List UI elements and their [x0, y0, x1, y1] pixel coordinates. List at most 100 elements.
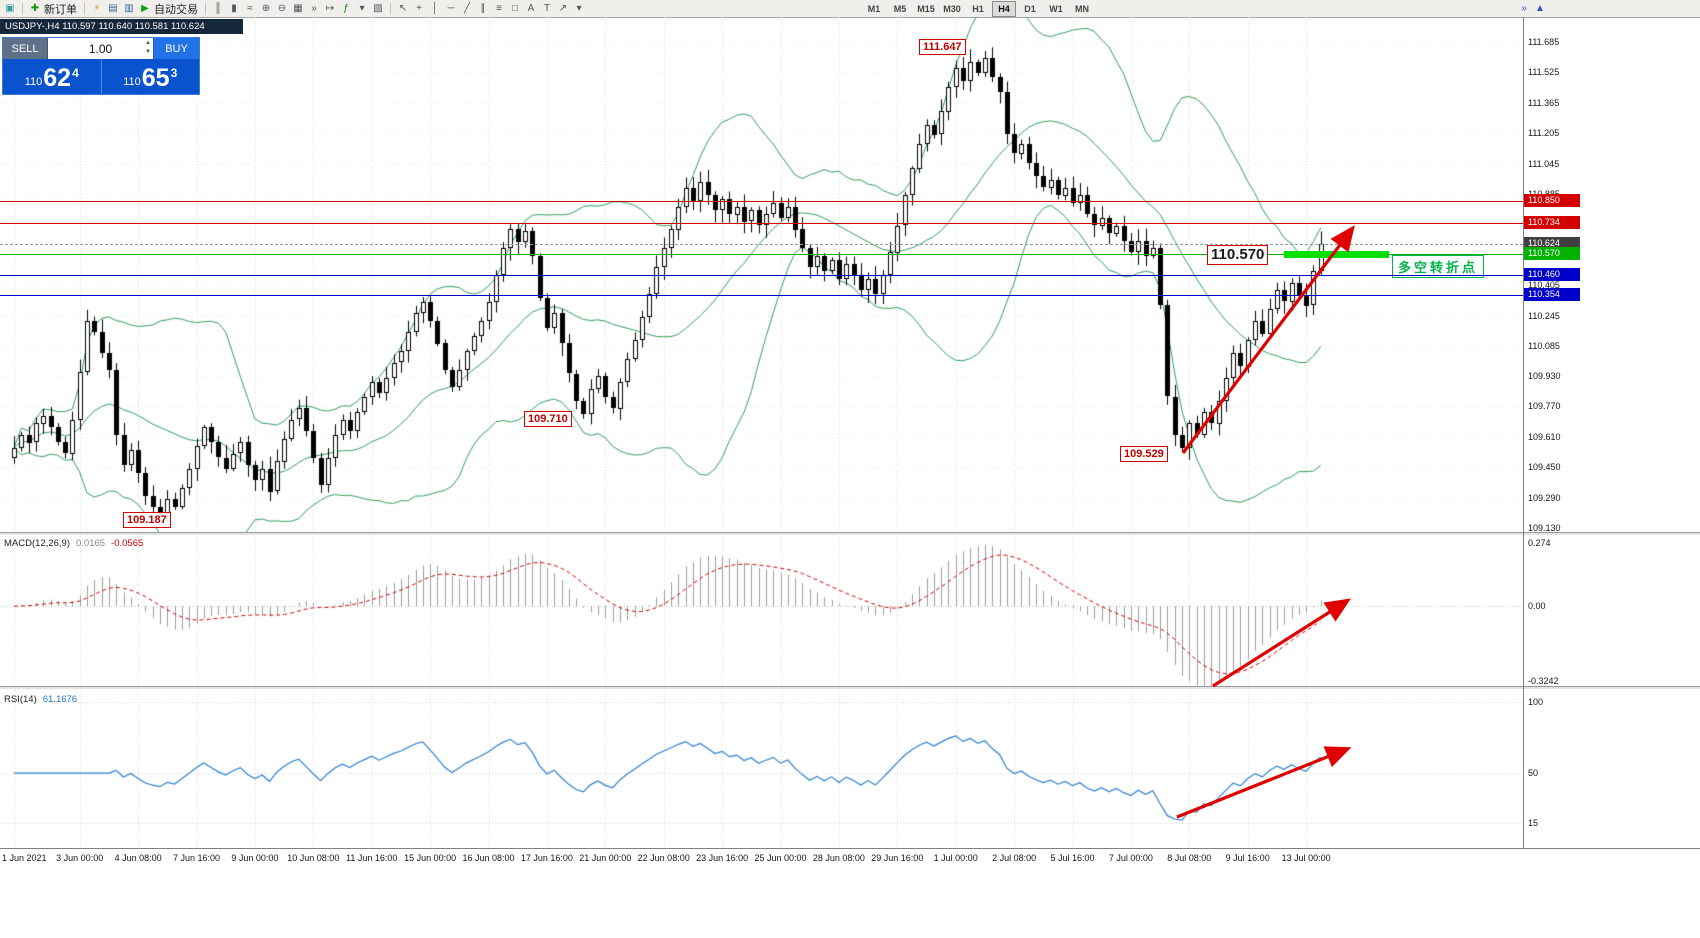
buy-price-big: 65 [141, 64, 170, 92]
crosshair-icon[interactable]: + [416, 3, 422, 14]
time-axis-label: 22 Jun 08:00 [637, 853, 690, 863]
tile-windows-icon[interactable]: ▦ [293, 3, 303, 14]
trendline-icon[interactable]: ╱ [463, 3, 471, 14]
scroll-up-icon[interactable]: ▲ [1535, 3, 1545, 14]
fibonacci-icon[interactable]: ≡ [496, 3, 502, 14]
sell-button[interactable]: SELL [3, 38, 48, 59]
toolbar-overflow-icon[interactable]: » [1521, 3, 1527, 14]
support-highlight-segment[interactable] [1284, 251, 1389, 258]
autotrade-label[interactable]: 自动交易 [154, 3, 198, 16]
chart-ohlc-bar: USDJPY-,H4 110.597 110.640 110.581 110.6… [0, 19, 243, 34]
bull-bear-turning-point-annotation[interactable]: 多空转折点 [1392, 255, 1485, 278]
spinner-up-icon[interactable]: ▲ [145, 40, 151, 46]
time-axis[interactable]: 1 Jun 2021 3 Jun 00:00 4 Jun 08:00 7 Jun 16… [0, 848, 1700, 938]
autotrade-icon[interactable]: ▶ [141, 3, 149, 14]
rsi-scale-tick: 15 [1528, 818, 1539, 828]
price-callout[interactable]: 110.570 [1207, 245, 1269, 265]
price-scale-tag: 110.570 [1524, 247, 1580, 260]
price-callout[interactable]: 109.187 [123, 512, 171, 528]
lightning-icon[interactable]: ⚡ [93, 3, 101, 14]
timeframe-h4-button[interactable]: H4 [992, 1, 1016, 17]
price-axis-separator [1523, 17, 1524, 848]
timeframe-mn-button[interactable]: MN [1075, 4, 1089, 14]
macd-value: 0.0165 [76, 538, 106, 549]
templates-icon[interactable]: ▧ [373, 3, 383, 14]
bar-chart-icon[interactable]: ║ [214, 3, 222, 14]
horizontal-level-line[interactable] [0, 275, 1523, 276]
timeframe-d1-button[interactable]: D1 [1024, 4, 1036, 14]
data-window-icon[interactable]: ▥ [124, 3, 134, 14]
time-axis-label: 7 Jun 16:00 [172, 853, 221, 863]
horizontal-level-line[interactable] [0, 254, 1523, 255]
price-callout[interactable]: 109.710 [524, 411, 572, 427]
price-scale-tick: 109.610 [1528, 431, 1561, 442]
time-axis-label: 4 Jun 08:00 [114, 853, 162, 863]
timeframe-w1-button[interactable]: W1 [1049, 4, 1063, 14]
line-chart-icon[interactable]: ≈ [247, 3, 253, 14]
shapes-icon[interactable]: □ [511, 3, 519, 14]
timeframe-m1-button[interactable]: M1 [867, 4, 881, 14]
panel-separator[interactable] [0, 686, 1700, 690]
timeframe-h1-button[interactable]: H1 [972, 4, 984, 14]
macd-scale-tick: 0.274 [1528, 538, 1551, 548]
zoom-in-icon[interactable]: ⊕ [261, 3, 271, 14]
price-scale-tick: 109.770 [1528, 401, 1561, 412]
time-axis-label: 16 Jun 08:00 [462, 853, 515, 863]
toolbar-separator [84, 2, 85, 15]
toolbar-separator [390, 2, 391, 15]
price-scale-tick: 111.365 [1528, 97, 1560, 108]
label-icon[interactable]: T [543, 3, 551, 14]
horizontal-level-line[interactable] [0, 295, 1523, 296]
timeframe-m15-button[interactable]: M15 [917, 4, 935, 14]
panel-separator[interactable] [0, 532, 1700, 536]
chart-shift-icon[interactable]: ↦ [325, 3, 335, 14]
horizontal-line-icon[interactable]: ─ [447, 3, 455, 14]
sell-price-pip: 4 [72, 66, 79, 80]
new-order-icon[interactable]: ✚ [30, 3, 40, 14]
toolbar-separator [205, 2, 206, 15]
buy-price[interactable]: 110 65 3 [102, 59, 200, 94]
terminal-window-icon[interactable]: ▣ [5, 3, 15, 14]
price-scale-tick: 109.450 [1528, 462, 1561, 473]
horizontal-level-line[interactable] [0, 201, 1523, 202]
new-order-label[interactable]: 新订单 [44, 3, 77, 16]
macd-scale-tick: -0.3242 [1528, 676, 1559, 686]
price-scale-tag: 110.354 [1524, 288, 1580, 301]
arrows-dropdown-icon[interactable]: ▾ [576, 3, 582, 14]
channel-icon[interactable]: ∥ [480, 3, 486, 14]
spinner-down-icon[interactable]: ▼ [145, 49, 151, 55]
time-axis-label: 9 Jul 16:00 [1225, 853, 1270, 863]
price-callout[interactable]: 111.647 [919, 39, 966, 55]
arrow-tools-icon[interactable]: ↗ [558, 3, 568, 14]
periods-dropdown-icon[interactable]: ▾ [359, 3, 365, 14]
sell-price[interactable]: 110 62 4 [3, 59, 102, 94]
price-scale-tick: 110.085 [1528, 341, 1560, 352]
rsi-indicator-label: RSI(14) 61.1676 [4, 694, 77, 705]
timeframe-m30-button[interactable]: M30 [943, 4, 961, 14]
price-scale-tick: 109.130 [1528, 523, 1561, 533]
rsi-scale-tick: 50 [1528, 768, 1539, 779]
cursor-icon[interactable]: ↖ [398, 3, 408, 14]
buy-button[interactable]: BUY [153, 38, 199, 59]
auto-scroll-icon[interactable]: » [311, 3, 317, 14]
time-axis-label: 3 Jun 00:00 [56, 853, 104, 863]
horizontal-level-line[interactable] [0, 223, 1523, 224]
indicators-icon[interactable]: ƒ [343, 3, 349, 14]
macd-indicator-label: MACD(12,26,9) 0.0165 -0.0565 [4, 538, 143, 549]
volume-spinner[interactable]: ▲ ▼ [145, 39, 151, 57]
candlestick-icon[interactable]: ▮ [231, 3, 237, 14]
price-callout[interactable]: 109.529 [1120, 446, 1168, 462]
price-scale-tick: 110.245 [1528, 310, 1560, 321]
vertical-line-icon[interactable]: │ [431, 3, 439, 14]
text-icon[interactable]: A [527, 3, 535, 14]
price-scale-tag: 110.460 [1524, 268, 1580, 281]
volume-field[interactable]: 1.00 ▲ ▼ [48, 38, 153, 59]
zoom-out-icon[interactable]: ⊖ [277, 3, 287, 14]
market-watch-icon[interactable]: ▤ [108, 3, 118, 14]
buy-price-pip: 3 [170, 66, 178, 80]
timeframe-toolbar: M1 M5 M15 M30 H1 H4 D1 W1 MN [862, 1, 1096, 17]
horizontal-level-line[interactable] [0, 244, 1523, 245]
timeframe-m5-button[interactable]: M5 [893, 4, 907, 14]
time-axis-label: 11 Jun 16:00 [345, 853, 398, 863]
time-axis-label: 29 Jun 16:00 [871, 853, 924, 863]
